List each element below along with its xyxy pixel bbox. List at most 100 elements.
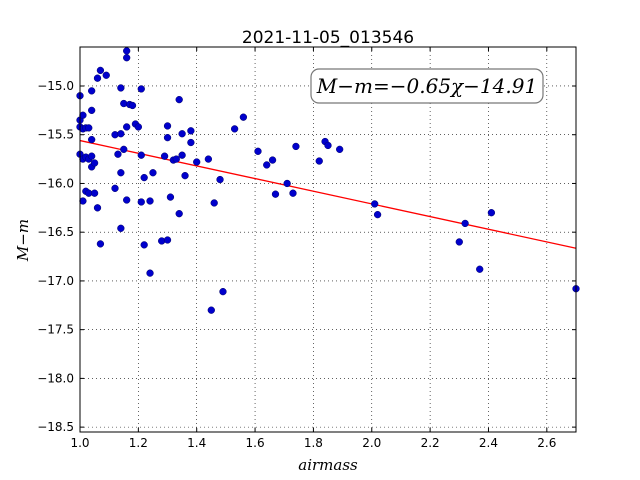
data-point [146, 197, 154, 205]
data-point [216, 175, 224, 184]
data-point [123, 123, 131, 131]
data-point [111, 184, 119, 192]
data-point [187, 138, 195, 147]
data-point [140, 241, 148, 249]
data-point [96, 66, 105, 75]
data-point [88, 135, 96, 144]
data-point [123, 54, 131, 62]
data-point [336, 145, 344, 153]
x-tick-label: 1.0 [70, 436, 89, 450]
data-point [178, 130, 186, 138]
data-point [455, 238, 463, 246]
data-point [263, 161, 271, 169]
data-point [90, 159, 99, 167]
data-point [146, 269, 154, 277]
data-point [373, 210, 382, 219]
data-point [461, 219, 469, 228]
x-tick-label: 1.2 [129, 436, 148, 450]
data-point [160, 152, 169, 160]
data-point [181, 172, 189, 180]
data-point [476, 265, 484, 273]
y-tick-label: −15.5 [37, 128, 74, 142]
data-point [117, 130, 125, 138]
data-point [172, 155, 180, 163]
y-tick-label: −18.0 [37, 371, 74, 385]
data-point [163, 236, 172, 244]
annotation-text: M−m=−0.65χ−14.91 [316, 74, 537, 98]
plot-frame [79, 46, 577, 433]
data-point [187, 127, 195, 135]
data-point [90, 189, 99, 197]
data-point [268, 156, 277, 164]
data-point [239, 113, 248, 121]
data-point [149, 169, 157, 177]
data-point [175, 210, 183, 218]
data-point [88, 106, 96, 115]
data-point [210, 199, 218, 207]
data-point [289, 189, 297, 197]
x-tick-label: 2.4 [479, 436, 498, 450]
y-tick-label: −15.0 [37, 79, 74, 93]
data-point [117, 169, 125, 177]
data-point [163, 133, 172, 142]
data-point [137, 198, 145, 206]
data-point [207, 306, 215, 314]
data-point [123, 47, 131, 55]
data-point [117, 224, 125, 232]
data-point [166, 193, 175, 201]
y-axis-label: M−m [14, 219, 32, 262]
data-point [140, 173, 148, 182]
x-tick-label: 1.4 [187, 436, 206, 450]
data-point [219, 287, 227, 296]
data-point [117, 84, 125, 92]
x-tick-label: 2.6 [537, 436, 556, 450]
data-point [371, 200, 379, 208]
data-point [85, 124, 93, 132]
data-point [487, 209, 496, 217]
y-tick-label: −17.5 [37, 323, 74, 337]
data-point [193, 158, 201, 166]
data-point [102, 71, 110, 79]
data-point [254, 147, 262, 155]
data-point [230, 125, 239, 133]
y-tick-label: −17.0 [37, 274, 74, 288]
data-points [76, 47, 580, 314]
data-point [88, 152, 96, 160]
x-tick-label: 2.0 [362, 436, 381, 450]
data-point [137, 151, 145, 159]
y-tick-label: −16.5 [37, 225, 74, 239]
data-point [163, 122, 172, 130]
x-axis-label: airmass [298, 456, 358, 474]
data-point [324, 141, 332, 150]
data-point [134, 123, 143, 131]
data-point [292, 142, 300, 151]
data-point [93, 204, 102, 212]
data-point [137, 85, 145, 93]
grid-lines [80, 47, 576, 432]
data-point [283, 179, 291, 188]
data-point [120, 145, 128, 153]
data-point [204, 155, 213, 163]
x-tick-label: 1.8 [304, 436, 323, 450]
data-point [315, 157, 323, 165]
chart-title: 2021-11-05_013546 [242, 28, 414, 48]
data-point [96, 240, 105, 248]
data-point [128, 101, 137, 110]
data-point [79, 111, 87, 119]
x-tick-label: 1.6 [246, 436, 265, 450]
data-point [271, 190, 280, 198]
data-point [178, 151, 186, 159]
data-point [114, 150, 122, 158]
axis-ticks: 1.0 1.2 1.4 1.6 1.8 2.0 2.2 2.4 2.6 −15.0 −15.5 −16… [37, 47, 576, 450]
data-point [123, 196, 131, 204]
data-point [88, 87, 96, 95]
y-tick-label: −16.0 [37, 176, 74, 190]
data-point [175, 95, 183, 104]
data-point [93, 74, 102, 82]
fit-annotation: M−m=−0.65χ−14.91 [310, 68, 544, 104]
x-tick-label: 2.2 [421, 436, 440, 450]
data-point [79, 197, 87, 205]
annotation-box [310, 68, 544, 104]
y-tick-label: −18.5 [37, 420, 74, 434]
